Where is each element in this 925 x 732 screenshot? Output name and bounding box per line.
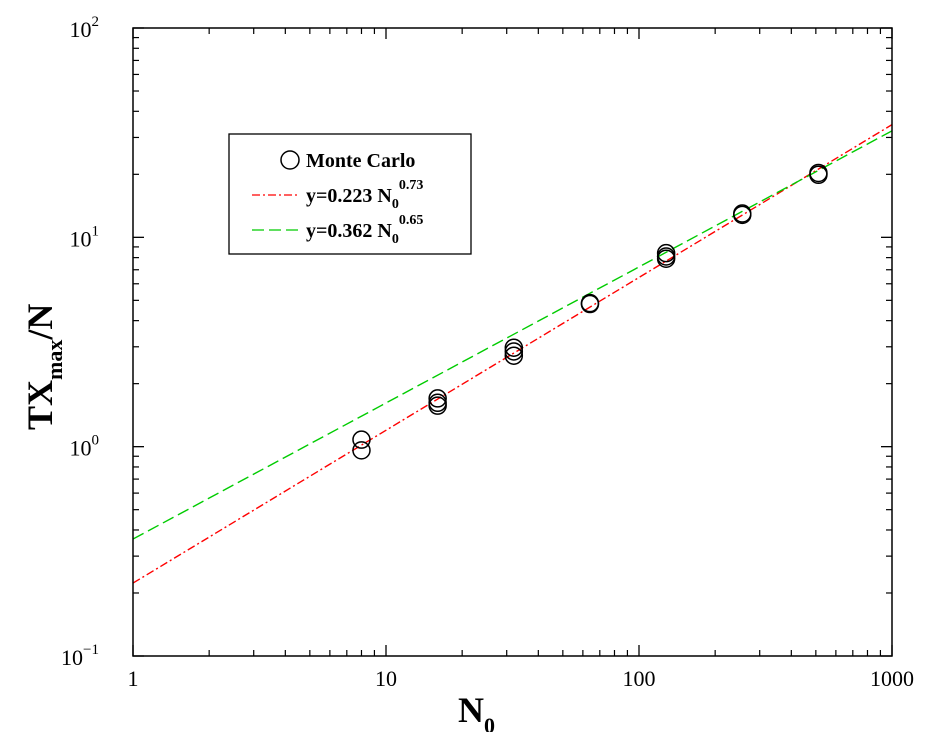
legend-green-fit-sub: 0 [392, 232, 399, 247]
x-tick-label: 10 [375, 666, 397, 691]
legend-green-fit-label: y=0.362 N00.65 [306, 213, 423, 247]
data-point [733, 204, 752, 223]
data-point [352, 441, 371, 460]
y-axis-title: TXmax/N [20, 304, 67, 430]
y-tick-label-exponent: 0 [92, 433, 100, 449]
fit-line [133, 130, 892, 540]
y-tick-label: 10−1 [61, 642, 99, 670]
data-point [504, 342, 524, 361]
legend-green-fit-prefix: y=0.362 N [306, 220, 392, 242]
x-axis-title: N0 [458, 690, 495, 732]
x-axis-title-sub: 0 [484, 713, 495, 732]
y-tick-label: 101 [70, 223, 100, 251]
y-axis-title-sub: max [42, 340, 67, 380]
x-axis-title-main: N [458, 690, 484, 730]
fit-curves [133, 124, 892, 584]
y-tick-label-exponent: −1 [83, 642, 99, 658]
y-tick-label-base: 10 [70, 17, 92, 42]
y-tick-label-exponent: 1 [92, 223, 100, 239]
plot-frame [132, 27, 893, 657]
data-point [428, 393, 447, 413]
legend-green-fit-sup: 0.65 [399, 213, 424, 228]
y-tick-label-base: 10 [70, 436, 92, 461]
legend-red-fit-sup: 0.73 [399, 178, 424, 193]
legend-monte-carlo-marker [280, 150, 300, 170]
x-tick-label: 100 [623, 666, 656, 691]
legend-red-fit-sub: 0 [392, 197, 399, 212]
legend-monte-carlo-label: Monte Carlo [306, 150, 415, 172]
y-tick-label-base: 10 [61, 645, 83, 670]
legend-red-fit-label: y=0.223 N00.73 [306, 178, 423, 212]
y-tick-label: 100 [70, 433, 100, 461]
legend-red-fit-prefix: y=0.223 N [306, 185, 392, 207]
legend-box [228, 133, 472, 255]
data-point [352, 430, 371, 449]
y-tick-label: 102 [70, 14, 100, 42]
data-point [809, 163, 828, 183]
fit-line [133, 124, 892, 584]
data-markers [352, 163, 828, 460]
y-axis-title-main: TX [20, 380, 60, 430]
y-tick-label-exponent: 2 [92, 14, 100, 30]
data-point [428, 389, 447, 408]
x-tick-label: 1000 [870, 666, 914, 691]
data-point [504, 338, 524, 357]
legend: Monte Carlo y=0.223 N00.73 y=0.362 N00.6… [228, 133, 472, 255]
y-axis-title-tail: /N [20, 304, 60, 341]
y-tick-label-base: 10 [70, 226, 92, 251]
data-point [656, 243, 676, 263]
data-point [504, 346, 524, 365]
data-point [580, 293, 600, 313]
x-tick-label: 1 [128, 666, 139, 691]
